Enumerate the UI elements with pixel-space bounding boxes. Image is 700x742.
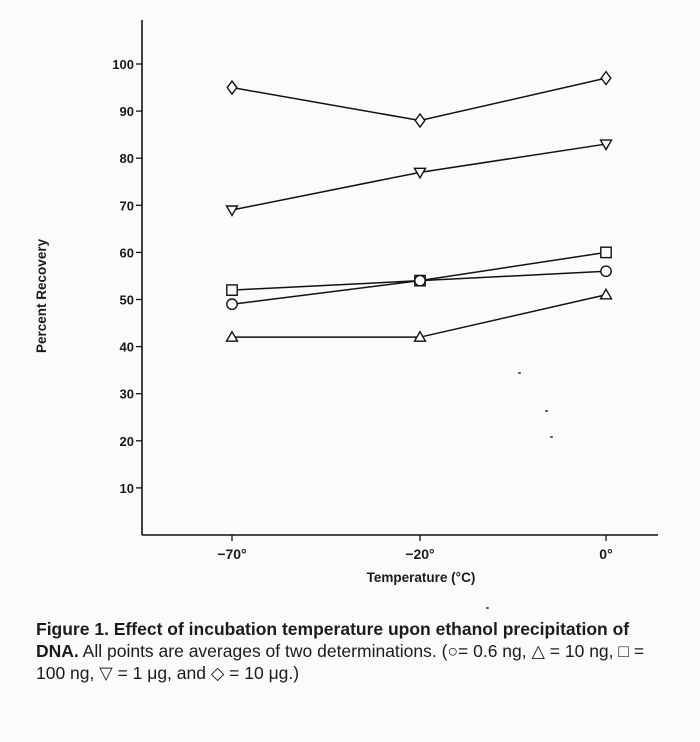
point-diamond: [600, 70, 612, 86]
point-square: [600, 246, 612, 259]
point-triangle-up: [599, 287, 613, 300]
y-tick-label: 50: [120, 293, 134, 308]
scan-speck: [550, 436, 553, 438]
point-triangle-down: [225, 205, 239, 217]
point-triangle-down: [599, 139, 613, 151]
y-tick-label: 80: [120, 151, 134, 166]
point-circle: [414, 274, 426, 287]
y-tick-label: 20: [120, 434, 134, 449]
scan-speck: [486, 607, 489, 609]
point-diamond: [226, 79, 238, 96]
y-tick-label: 100: [112, 57, 134, 72]
point-circle: [226, 298, 238, 311]
point-diamond: [414, 112, 426, 129]
point-triangle-down: [413, 167, 427, 180]
y-tick-label: 40: [120, 340, 134, 355]
caption-title: Figure 1. Effect of incubation temperatu…: [36, 619, 630, 661]
x-tick-label: −20°: [405, 546, 434, 562]
y-tick-label: 70: [120, 198, 134, 213]
x-tick-label: 0°: [599, 546, 612, 562]
figure-caption: Figure 1. Effect of incubation temperatu…: [36, 618, 676, 684]
y-axis-label: Percent Recovery: [34, 238, 49, 353]
y-tick-label: 10: [120, 481, 134, 496]
point-triangle-up: [413, 330, 427, 342]
y-tick-label: 90: [120, 104, 134, 119]
chart: 10 20 30 40 50 60 70 80 90 100 −70° −20° 0° Temperatu…: [34, 20, 658, 585]
scan-speck: [518, 372, 521, 374]
caption-text: All points are averages of two determina…: [36, 641, 645, 683]
series-line-triangle-up: [232, 294, 607, 338]
series-line-diamond: [231, 77, 607, 122]
x-axis-label: Temperature (°C): [367, 570, 476, 585]
scan-speck: [545, 410, 548, 412]
x-tick-label: −70°: [217, 546, 246, 562]
point-circle: [600, 265, 612, 278]
point-triangle-up: [225, 330, 239, 342]
y-tick-label: 60: [120, 245, 134, 260]
y-tick-label: 30: [120, 387, 134, 402]
point-square: [226, 284, 238, 296]
